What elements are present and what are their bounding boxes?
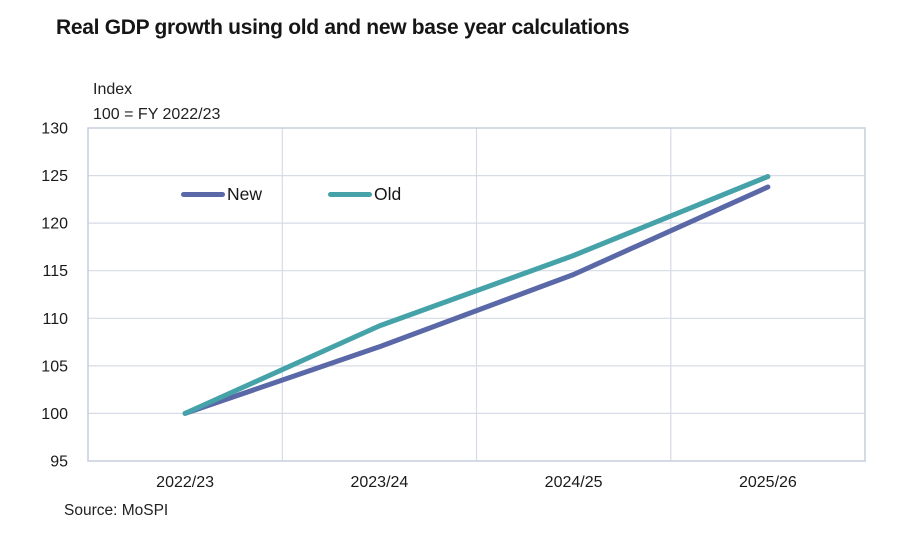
series-line-new [182,184,771,416]
y-axis-unit-note: Index 100 = FY 2022/23 [93,77,220,127]
y-tick-label: 115 [42,263,68,280]
y-tick-label: 125 [41,168,68,185]
source-note: Source: MoSPI [64,502,169,519]
y-tick-label: 110 [42,311,68,328]
y-tick-label: 105 [41,358,68,375]
x-tick-label: 2025/26 [739,474,797,491]
y-tick-label: 100 [41,406,68,423]
y-tick-label: 95 [50,454,68,471]
x-tick-label: 2022/23 [156,474,214,491]
series-line-old [182,174,771,416]
chart-title: Real GDP growth using old and new base y… [56,16,630,39]
axis-note-line2: 100 = FY 2022/23 [93,106,221,123]
axis-note-line1: Index [93,81,133,98]
y-tick-label: 130 [41,121,68,138]
plot-border [87,127,866,462]
x-tick-label: 2024/25 [545,474,603,491]
y-tick-label: 120 [41,216,68,233]
x-tick-label: 2023/24 [350,474,408,491]
